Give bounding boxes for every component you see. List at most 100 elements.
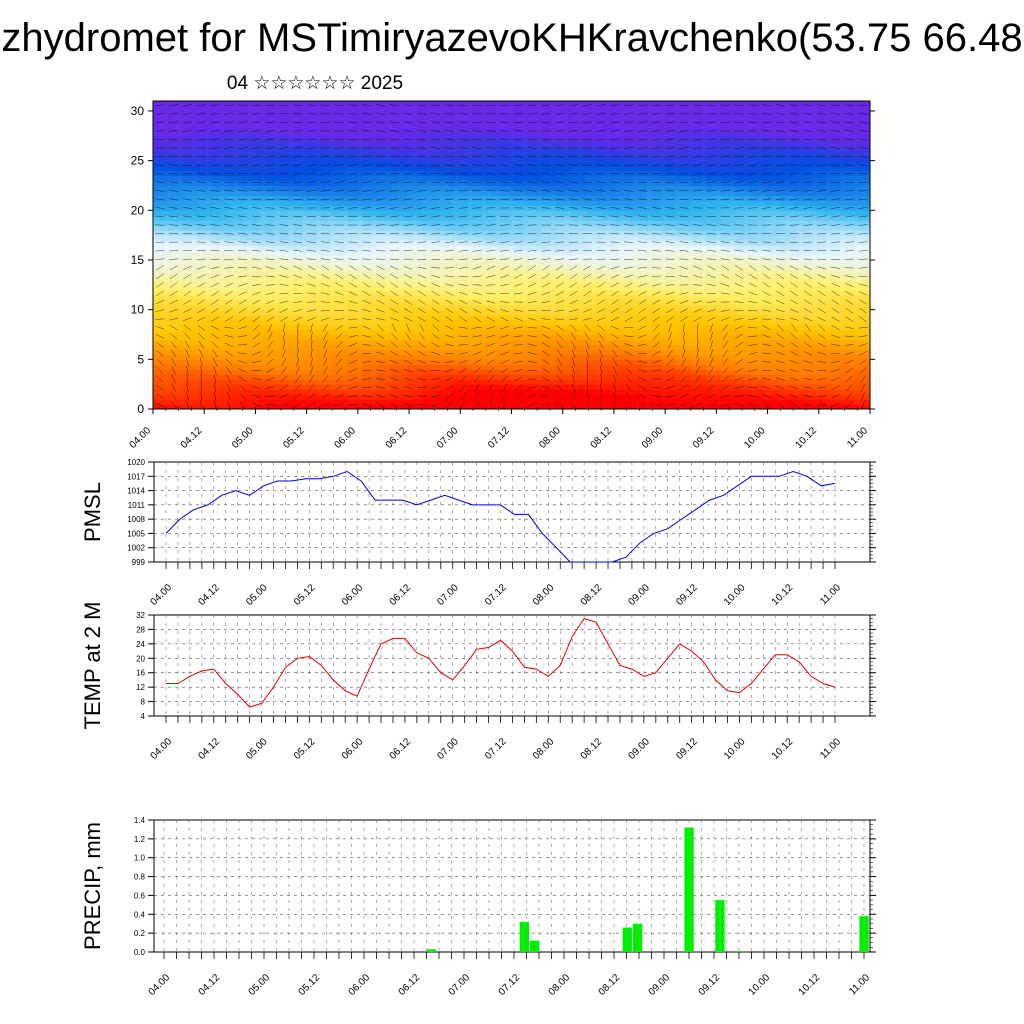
wind-vector: [817, 241, 827, 243]
wind-vector: [472, 207, 482, 209]
wind-vector: [362, 299, 371, 305]
heatmap-cell: [466, 190, 483, 196]
heatmap-cell: [242, 384, 259, 390]
wind-vector: [348, 386, 358, 390]
heatmap-cell: [377, 125, 393, 132]
x-tick-label: 09.12: [691, 425, 717, 451]
heatmap-cell: [795, 259, 811, 266]
heatmap-cell: [780, 190, 796, 196]
heatmap-cell: [153, 339, 169, 346]
heatmap-cell: [451, 319, 468, 326]
heatmap-cell: [855, 334, 870, 341]
heatmap-cell: [660, 190, 677, 196]
wind-vector: [610, 104, 620, 107]
heatmap-cell: [227, 299, 244, 306]
heatmap-cell: [511, 130, 528, 137]
wind-vector: [321, 393, 330, 399]
wind-vector: [210, 325, 220, 330]
wind-vector: [831, 232, 841, 235]
wind-vector: [625, 383, 632, 392]
heatmap-cell: [645, 289, 662, 296]
wind-vector: [265, 386, 275, 389]
wind-vector: [500, 130, 510, 132]
wind-vector: [858, 147, 868, 149]
heatmap-cell: [227, 190, 244, 196]
heatmap-cell: [705, 314, 722, 321]
wind-vector: [693, 232, 703, 235]
wind-vector: [213, 374, 217, 384]
wind-vector: [775, 318, 785, 321]
heatmap-cell: [242, 185, 259, 192]
heatmap-cell: [362, 359, 378, 365]
heatmap-cell: [197, 304, 214, 311]
heatmap-cell: [750, 379, 767, 385]
heatmap-cell: [197, 374, 214, 380]
heatmap-cell: [212, 240, 229, 246]
heatmap-cell: [317, 394, 333, 400]
heatmap-cell: [302, 210, 318, 216]
heatmap-cell: [645, 235, 662, 241]
y-tick-label: 1002: [127, 544, 145, 553]
wind-vector: [293, 265, 302, 271]
wind-vector: [665, 155, 675, 158]
heatmap-cell: [675, 115, 692, 122]
heatmap-cell: [616, 284, 632, 291]
heatmap-cell: [227, 240, 244, 246]
wind-vector: [583, 308, 592, 313]
wind-vector: [706, 249, 716, 252]
wind-vector: [282, 349, 286, 358]
heatmap-cell: [481, 135, 498, 142]
heatmap-cell: [347, 314, 363, 321]
heatmap-cell: [302, 274, 318, 281]
heatmap-cell: [377, 110, 393, 117]
heatmap-cell: [153, 384, 169, 390]
wind-vector: [252, 316, 261, 322]
heatmap-cell: [855, 354, 870, 360]
heatmap-cell: [287, 245, 303, 251]
heatmap-cell: [167, 324, 184, 331]
wind-vector: [185, 400, 190, 409]
heatmap-cell: [855, 269, 870, 276]
heatmap-cell: [153, 220, 169, 226]
heatmap-cell: [362, 339, 378, 346]
heatmap-cell: [496, 304, 513, 311]
heatmap-cell: [690, 394, 707, 400]
heatmap-cell: [616, 349, 632, 355]
wind-vector: [762, 198, 772, 201]
wind-vector: [431, 333, 440, 340]
wind-vector: [527, 164, 537, 167]
heatmap-cell: [720, 120, 737, 127]
wind-vector: [199, 357, 203, 367]
wind-vector: [693, 402, 702, 407]
heatmap-cell: [526, 140, 542, 147]
heatmap-cell: [765, 374, 781, 380]
wind-vector: [762, 282, 771, 288]
wind-vector: [486, 343, 496, 347]
wind-vector: [541, 241, 551, 243]
heatmap-cell: [466, 374, 483, 380]
heatmap-cell: [526, 210, 542, 216]
heatmap-cell: [466, 294, 483, 301]
wind-vector: [362, 130, 372, 132]
wind-vector: [489, 391, 493, 401]
heatmap-cell: [795, 160, 811, 167]
heatmap-cell: [586, 334, 602, 341]
heatmap-cell: [377, 319, 393, 326]
wind-vector: [459, 375, 467, 383]
heatmap-cell: [810, 399, 826, 405]
heatmap-cell: [810, 200, 826, 206]
heatmap-cell: [675, 294, 692, 301]
heatmap-cell: [526, 399, 542, 405]
heatmap-cell: [810, 205, 826, 211]
heatmap-cell: [347, 145, 363, 152]
heatmap-cell: [645, 125, 662, 132]
heatmap-cell: [840, 329, 856, 336]
wind-vector: [541, 147, 551, 149]
heatmap-cell: [287, 250, 303, 256]
heatmap-cell: [197, 255, 214, 261]
heatmap-cell: [302, 135, 318, 142]
wind-vector: [762, 343, 772, 346]
heatmap-cell: [586, 235, 602, 241]
wind-vector: [320, 249, 330, 252]
wind-vector: [210, 138, 220, 141]
